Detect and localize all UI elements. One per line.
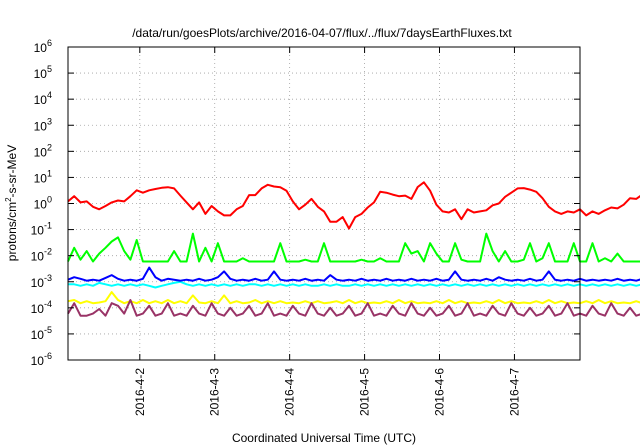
y-axis-label-sup: 2 <box>4 197 13 202</box>
y-axis-label-prefix: protons/cm <box>5 202 19 261</box>
y-tick-exp: -3 <box>44 273 52 283</box>
y-tick-label: 102 <box>34 142 52 159</box>
x-axis-label: Coordinated Universal Time (UTC) <box>232 431 416 445</box>
x-tick-label: 2016-4-6 <box>433 368 447 416</box>
x-tick-label: 2016-4-7 <box>507 368 521 416</box>
y-tick-label: 100 <box>34 195 52 212</box>
y-tick-base: 10 <box>34 198 48 212</box>
y-tick-base: 10 <box>34 93 48 107</box>
x-tick-label: 2016-4-5 <box>358 368 372 416</box>
y-tick-label: 101 <box>34 168 52 185</box>
series-line-3 <box>68 280 640 289</box>
y-tick-exp: 3 <box>47 116 52 126</box>
y-axis-label: protons/cm2-s-sr-MeV <box>4 145 19 261</box>
y-tick-labels: 10-610-510-410-310-210-11001011021031041… <box>31 38 52 368</box>
y-tick-base: 10 <box>31 302 45 316</box>
x-tick-labels: 2016-4-2 2016-4-3 2016-4-4 2016-4-5 2016-4-6… <box>133 368 522 416</box>
y-tick-exp: 6 <box>47 38 52 48</box>
y-tick-exp: 1 <box>47 168 52 178</box>
x-tick-label: 2016-4-4 <box>283 368 297 416</box>
gridlines <box>68 47 580 360</box>
y-tick-label: 10-4 <box>31 299 52 316</box>
chart-title: /data/run/goesPlots/archive/2016-04-07/f… <box>132 26 512 40</box>
y-tick-exp: 5 <box>47 64 52 74</box>
x-tick-label: 2016-4-2 <box>133 368 147 416</box>
y-tick-base: 10 <box>34 41 48 55</box>
y-tick-exp: -5 <box>44 325 52 335</box>
y-tick-base: 10 <box>31 276 45 290</box>
y-tick-base: 10 <box>31 250 45 264</box>
series-line-5 <box>67 291 640 305</box>
y-tick-exp: 0 <box>47 195 52 205</box>
y-tick-exp: -1 <box>44 221 52 231</box>
y-tick-exp: -4 <box>44 299 52 309</box>
series-line-4 <box>67 266 640 282</box>
x-tick-label: 2016-4-3 <box>208 368 222 416</box>
y-tick-label: 10-2 <box>31 247 52 264</box>
y-tick-label: 104 <box>34 90 52 107</box>
y-tick-label: 105 <box>34 64 52 81</box>
y-tick-base: 10 <box>31 328 45 342</box>
y-tick-base: 10 <box>31 224 45 238</box>
series-line-1 <box>67 181 640 230</box>
y-axis-label-suffix: -s-sr-MeV <box>5 145 19 198</box>
y-tick-base: 10 <box>34 171 48 185</box>
y-tick-exp: -2 <box>44 247 52 257</box>
tick-marks <box>68 46 580 361</box>
series-line-2 <box>67 232 640 263</box>
series-layer <box>67 181 640 317</box>
y-tick-label: 103 <box>34 116 52 133</box>
y-tick-label: 10-5 <box>31 325 52 342</box>
series-line-6 <box>67 299 640 317</box>
y-tick-label: 10-1 <box>31 221 52 238</box>
y-tick-exp: 2 <box>47 142 52 152</box>
y-tick-exp: 4 <box>47 90 52 100</box>
y-tick-exp: -6 <box>44 351 52 361</box>
y-tick-base: 10 <box>31 354 45 368</box>
y-tick-label: 106 <box>34 38 52 55</box>
y-tick-label: 10-6 <box>31 351 52 368</box>
y-tick-base: 10 <box>34 145 48 159</box>
y-tick-label: 10-3 <box>31 273 52 290</box>
y-tick-base: 10 <box>34 119 48 133</box>
y-tick-base: 10 <box>34 67 48 81</box>
